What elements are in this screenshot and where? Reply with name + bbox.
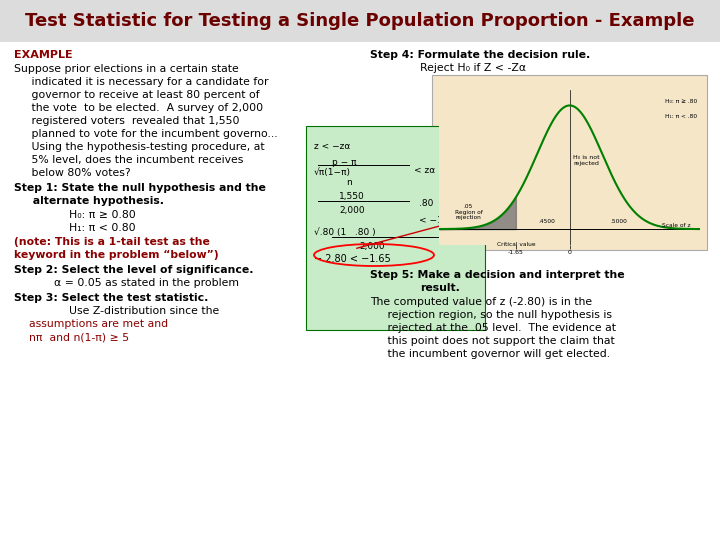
Text: .80: .80: [419, 199, 433, 208]
Text: .4500: .4500: [539, 219, 555, 225]
Text: Using the hypothesis-testing procedure, at: Using the hypothesis-testing procedure, …: [14, 142, 265, 152]
Text: .05
Region of
rejection: .05 Region of rejection: [454, 204, 482, 220]
Text: assumptions are met and: assumptions are met and: [29, 319, 168, 329]
Text: the incumbent governor will get elected.: the incumbent governor will get elected.: [370, 349, 610, 359]
Text: Use Z-distribution since the: Use Z-distribution since the: [69, 306, 220, 316]
Text: √π(1−π): √π(1−π): [314, 168, 351, 177]
Text: indicated it is necessary for a candidate for: indicated it is necessary for a candidat…: [14, 77, 269, 87]
FancyBboxPatch shape: [306, 126, 485, 330]
Text: the vote  to be elected.  A survey of 2,000: the vote to be elected. A survey of 2,00…: [14, 103, 263, 113]
Text: H₀: π ≥ 0.80: H₀: π ≥ 0.80: [69, 210, 136, 220]
Text: .5000: .5000: [610, 219, 627, 225]
FancyBboxPatch shape: [0, 0, 720, 42]
Text: √.80 (1   .80 ): √.80 (1 .80 ): [314, 228, 376, 237]
Text: z < −zα: z < −zα: [314, 142, 351, 151]
Text: Test Statistic for Testing a Single Population Proportion - Example: Test Statistic for Testing a Single Popu…: [25, 12, 695, 30]
Text: alternate hypothesis.: alternate hypothesis.: [14, 196, 164, 206]
Text: Critical value: Critical value: [497, 241, 535, 246]
Text: 2,000: 2,000: [359, 242, 384, 251]
Text: EXAMPLE: EXAMPLE: [14, 50, 73, 60]
Text: H₀: π ≥ .80: H₀: π ≥ .80: [665, 99, 697, 104]
Text: 1,550: 1,550: [339, 192, 365, 201]
Text: Step 4: Formulate the decision rule.: Step 4: Formulate the decision rule.: [370, 50, 590, 60]
Text: Step 5: Make a decision and interpret the: Step 5: Make a decision and interpret th…: [370, 270, 625, 280]
Text: Reject H₀ if Z < -Zα: Reject H₀ if Z < -Zα: [420, 63, 526, 73]
Text: p − π: p − π: [332, 158, 356, 167]
Text: Scale of z: Scale of z: [662, 222, 690, 227]
Text: Step 2: Select the level of significance.: Step 2: Select the level of significance…: [14, 265, 253, 275]
Text: Step 3: Select the test statistic.: Step 3: Select the test statistic.: [14, 293, 208, 303]
Text: this point does not support the claim that: this point does not support the claim th…: [370, 336, 615, 346]
Text: α = 0.05 as stated in the problem: α = 0.05 as stated in the problem: [54, 278, 239, 288]
Text: 5% level, does the incumbent receives: 5% level, does the incumbent receives: [14, 155, 243, 165]
Text: Suppose prior elections in a certain state: Suppose prior elections in a certain sta…: [14, 64, 239, 74]
Text: rejected at the .05 level.  The evidence at: rejected at the .05 level. The evidence …: [370, 323, 616, 333]
Text: < zα: < zα: [414, 166, 436, 175]
Text: H₁: π < .80: H₁: π < .80: [665, 114, 697, 119]
Text: 2,000: 2,000: [339, 206, 364, 215]
Text: below 80% votes?: below 80% votes?: [14, 168, 130, 178]
Text: Step 1: State the null hypothesis and the: Step 1: State the null hypothesis and th…: [14, 183, 266, 193]
Text: The computed value of z (-2.80) is in the: The computed value of z (-2.80) is in th…: [370, 297, 592, 307]
Text: result.: result.: [420, 283, 460, 293]
Text: planned to vote for the incumbent governo...: planned to vote for the incumbent govern…: [14, 129, 278, 139]
Text: registered voters  revealed that 1,550: registered voters revealed that 1,550: [14, 116, 240, 126]
Text: H₁: π < 0.80: H₁: π < 0.80: [69, 223, 135, 233]
Text: − 2.80 < −1.65: − 2.80 < −1.65: [314, 254, 391, 264]
Text: rejection region, so the null hypothesis is: rejection region, so the null hypothesis…: [370, 310, 612, 320]
Text: < −1.65: < −1.65: [419, 216, 457, 225]
Text: governor to receive at least 80 percent of: governor to receive at least 80 percent …: [14, 90, 260, 100]
Text: nπ  and n(1-π) ≥ 5: nπ and n(1-π) ≥ 5: [29, 332, 129, 342]
Text: n: n: [346, 178, 352, 187]
Text: H₀ is not
rejected: H₀ is not rejected: [572, 156, 599, 166]
Text: (note: This is a 1-tail test as the: (note: This is a 1-tail test as the: [14, 237, 210, 247]
Text: keyword in the problem “below”): keyword in the problem “below”): [14, 250, 219, 260]
FancyBboxPatch shape: [432, 75, 707, 250]
